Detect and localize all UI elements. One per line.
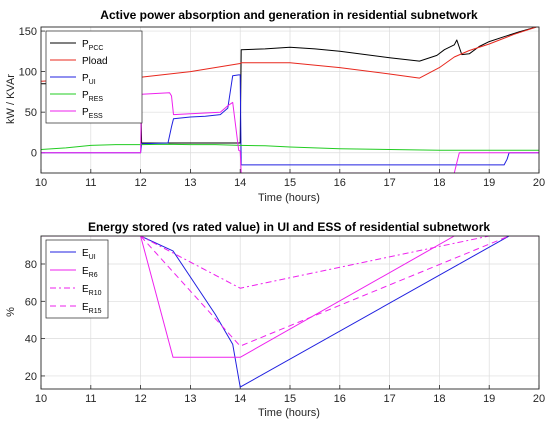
- bottom-axes-box: [40, 235, 540, 390]
- series-line-er10: [41, 236, 539, 289]
- top-ytick-label: 0: [31, 148, 37, 160]
- bottom-series-group: [41, 236, 539, 388]
- bottom-ytick-label: 80: [25, 259, 37, 271]
- legend-label-eui: EUI: [82, 248, 96, 261]
- top-xtick-label: 12: [134, 177, 146, 189]
- bottom-grid: 10 11 12 13 14 15 16 17 18 19 20 20 40 60 80: [25, 236, 545, 405]
- top-plot-area: 10 11 12 13 14 15 16 17 18 19 20 0 50 100 150 PPCC Pload…: [19, 26, 545, 189]
- top-xtick-label: 17: [383, 177, 395, 189]
- bottom-legend: EUI ER6 ER10 ER15: [45, 239, 109, 319]
- bottom-chart-title: Energy stored (vs rated value) in UI and…: [88, 220, 490, 234]
- bottom-chart: Energy stored (vs rated value) in UI and…: [5, 220, 490, 419]
- bottom-xtick-label: 18: [433, 393, 445, 405]
- legend-label-ppcc: PPCC: [82, 39, 103, 52]
- bottom-xtick-label: 17: [383, 393, 395, 405]
- bottom-legend-box: [45, 239, 109, 319]
- bottom-xtick-label: 10: [35, 393, 47, 405]
- legend-label-er10: ER10: [82, 284, 102, 297]
- legend-label-er15: ER15: [82, 302, 102, 315]
- top-xtick-label: 16: [334, 177, 346, 189]
- series-line-pres: [41, 143, 539, 151]
- bottom-xtick-label: 16: [334, 393, 346, 405]
- bottom-xtick-label: 20: [533, 393, 545, 405]
- bottom-xtick-label: 11: [85, 393, 96, 405]
- legend-label-pres: PRES: [82, 90, 103, 103]
- bottom-xtick-label: 12: [134, 393, 146, 405]
- top-axes-box: [40, 26, 540, 174]
- top-xtick-label: 11: [85, 177, 96, 189]
- top-chart: Active power absorption and generation i…: [5, 8, 478, 204]
- top-xtick-label: 18: [433, 177, 445, 189]
- top-ytick-label: 50: [25, 107, 37, 119]
- bottom-xtick-label: 15: [284, 393, 296, 405]
- legend-label-pui: PUI: [82, 73, 96, 86]
- series-line-er6: [41, 236, 539, 358]
- bottom-ytick-label: 60: [25, 296, 37, 308]
- top-chart-title: Active power absorption and generation i…: [100, 8, 478, 22]
- bottom-xtick-label: 13: [184, 393, 196, 405]
- top-xtick-label: 19: [483, 177, 495, 189]
- top-chart-xlabel: Time (hours): [258, 192, 320, 204]
- top-xtick-label: 14: [234, 177, 246, 189]
- series-line-pui: [41, 74, 539, 166]
- top-xtick-label: 15: [284, 177, 296, 189]
- bottom-chart-xlabel: Time (hours): [258, 407, 320, 419]
- bottom-xtick-label: 19: [483, 393, 495, 405]
- bottom-chart-ylabel: %: [5, 307, 17, 317]
- top-chart-ylabel: kW / KVAr: [5, 74, 17, 124]
- top-xtick-label: 20: [533, 177, 545, 189]
- series-line-eui: [41, 236, 539, 388]
- legend-label-pload: Pload: [82, 56, 108, 67]
- bottom-ytick-label: 40: [25, 334, 37, 346]
- top-ytick-label: 150: [19, 26, 37, 38]
- bottom-ytick-label: 20: [25, 371, 37, 383]
- top-xtick-label: 10: [35, 177, 47, 189]
- bottom-plot-area: 10 11 12 13 14 15 16 17 18 19 20 20 40 60 80 EUI ER6 ER10…: [25, 235, 545, 405]
- legend-label-pess: PESS: [82, 107, 103, 120]
- top-ytick-label: 100: [19, 67, 37, 79]
- series-line-pload: [41, 27, 539, 82]
- legend-label-er6: ER6: [82, 266, 98, 279]
- top-legend: PPCC Pload PUI PRES PESS: [45, 30, 143, 124]
- top-xtick-label: 13: [184, 177, 196, 189]
- bottom-xtick-label: 14: [234, 393, 246, 405]
